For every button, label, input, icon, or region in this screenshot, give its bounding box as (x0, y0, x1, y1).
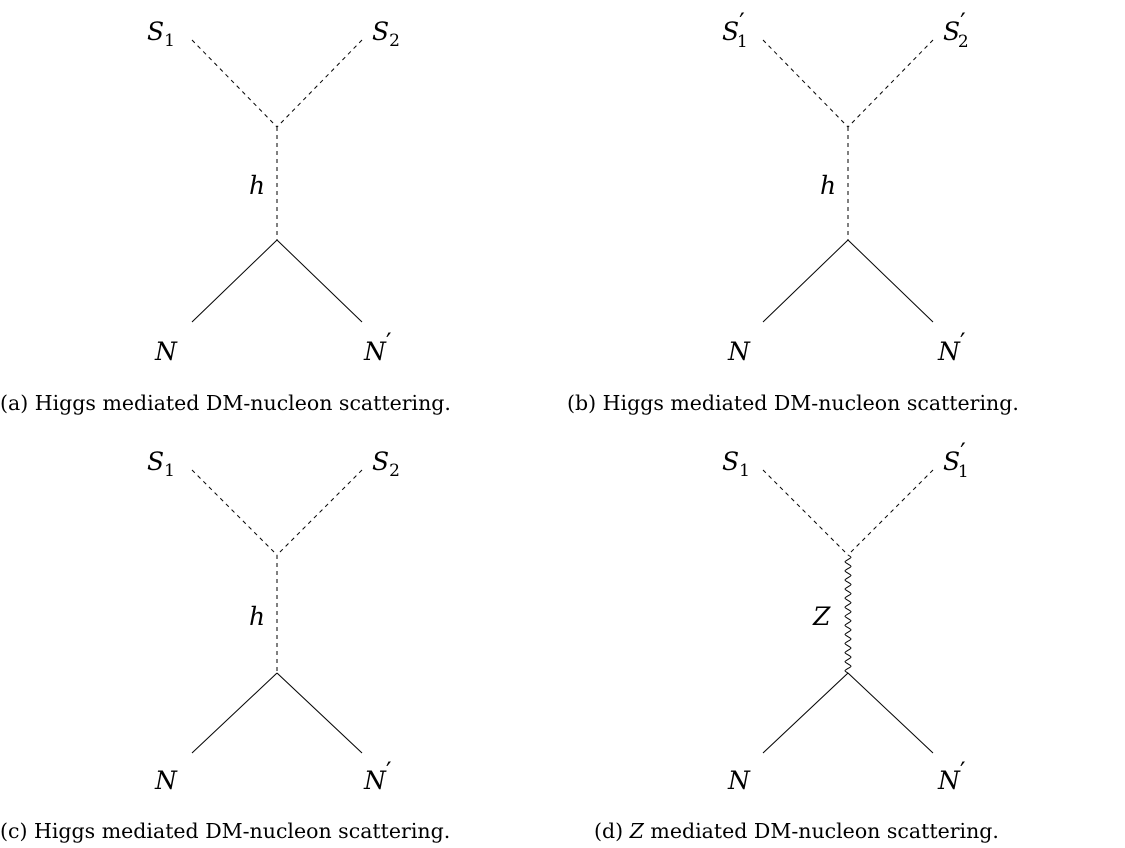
scalar-leg-right (847, 469, 934, 556)
mediator-label: h (249, 171, 265, 200)
nucleon-leg-right (276, 672, 363, 754)
top-left-particle-label: S1 (722, 447, 750, 481)
nucleon-in-label: N (727, 766, 751, 795)
top-left-particle-label: S1 (147, 447, 175, 481)
nucleon-leg-right (847, 239, 934, 323)
top-right-particle-label: S2 (372, 17, 400, 51)
nucleon-in-label: N (154, 766, 178, 795)
mediator-label: h (820, 171, 836, 200)
mediator-label: h (249, 602, 265, 631)
subfigure-caption: (a) Higgs mediated DM-nucleon scattering… (0, 391, 451, 415)
nucleon-leg-right (276, 239, 363, 323)
nucleon-out-label: N′ (937, 757, 966, 795)
scalar-leg-left (762, 39, 849, 128)
nucleon-leg-left (191, 672, 278, 754)
nucleon-in-label: N (154, 337, 178, 366)
scalar-leg-right (847, 39, 934, 128)
nucleon-out-label: N′ (937, 328, 966, 366)
diagram-panel-b: S′ 1 S′ 2 h N N′ (b) Higgs mediated DM-nucleon … (567, 8, 1019, 415)
nucleon-in-label: N (727, 337, 751, 366)
top-left-particle-label: S1 (147, 17, 175, 51)
mediator-label: Z (812, 602, 831, 631)
top-right-particle-label: S′ 1 (943, 438, 969, 482)
nucleon-out-label: N′ (363, 757, 392, 795)
scalar-leg-left (191, 469, 278, 556)
nucleon-out-label: N′ (363, 328, 392, 366)
top-right-particle-label: S′ 2 (943, 8, 969, 52)
nucleon-leg-left (191, 239, 278, 323)
scalar-leg-left (191, 39, 278, 128)
diagram-panel-d: S1 S′ 1 Z N N′ (d) Z mediated DM-nucleon scatt… (594, 438, 999, 843)
top-right-particle-label: S2 (372, 447, 400, 481)
nucleon-leg-left (762, 239, 849, 323)
subfigure-caption: (d) Z mediated DM-nucleon scattering. (594, 819, 999, 843)
diagram-panel-c: S1 S2 h N N′ (c) Higgs mediated DM-nucleon sc… (0, 447, 450, 843)
z-boson-propagator (844, 554, 852, 674)
subfigure-caption: (b) Higgs mediated DM-nucleon scattering… (567, 391, 1019, 415)
subfigure-caption: (c) Higgs mediated DM-nucleon scattering… (0, 819, 450, 843)
nucleon-leg-right (847, 672, 934, 754)
scalar-leg-left (762, 469, 849, 556)
nucleon-leg-left (762, 672, 849, 754)
scalar-leg-right (276, 39, 363, 128)
top-left-particle-label: S′ 1 (722, 8, 748, 52)
diagram-panel-a: S1 S2 h N N′ (a) Higgs mediated DM-nucleon sc… (0, 17, 451, 415)
scalar-leg-right (276, 469, 363, 556)
